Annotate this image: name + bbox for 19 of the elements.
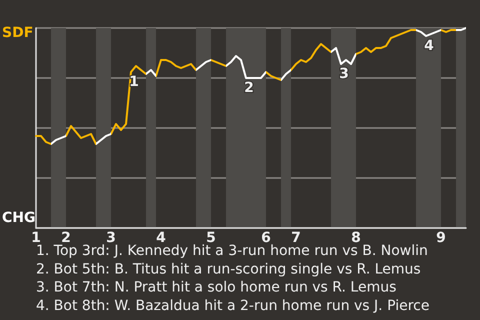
x-tick-label: 3 — [106, 230, 116, 246]
text: 3. Bot 7th: N. Pratt hit a solo home run vs R. Lemus — [36, 280, 396, 296]
x-tick-label: 6 — [261, 230, 271, 246]
annotation: 2 — [244, 80, 254, 96]
x-tick-label: 9 — [436, 230, 446, 246]
x-tick-label: 1 — [31, 230, 41, 246]
x-tick-label: 8 — [351, 230, 361, 246]
text: CHG — [2, 210, 36, 226]
annotation: 4 — [424, 38, 434, 54]
text: SDF — [2, 25, 34, 41]
text: 2. Bot 5th: B. Titus hit a run-scoring single vs R. Lemus — [36, 261, 421, 278]
x-tick-label: 2 — [61, 230, 71, 246]
annotation: 1 — [129, 74, 139, 90]
x-tick-label: 7 — [291, 230, 301, 246]
text: 4. Bot 8th: W. Bazaldua hit a 2-run home run vs J. Pierce — [36, 298, 430, 314]
annotation: 3 — [339, 66, 349, 82]
text: 1. Top 3rd: J. Kennedy hit a 3-run home run vs B. Nowlin — [36, 243, 428, 259]
x-tick-label: 4 — [156, 230, 166, 246]
x-tick-label: 5 — [206, 230, 216, 246]
